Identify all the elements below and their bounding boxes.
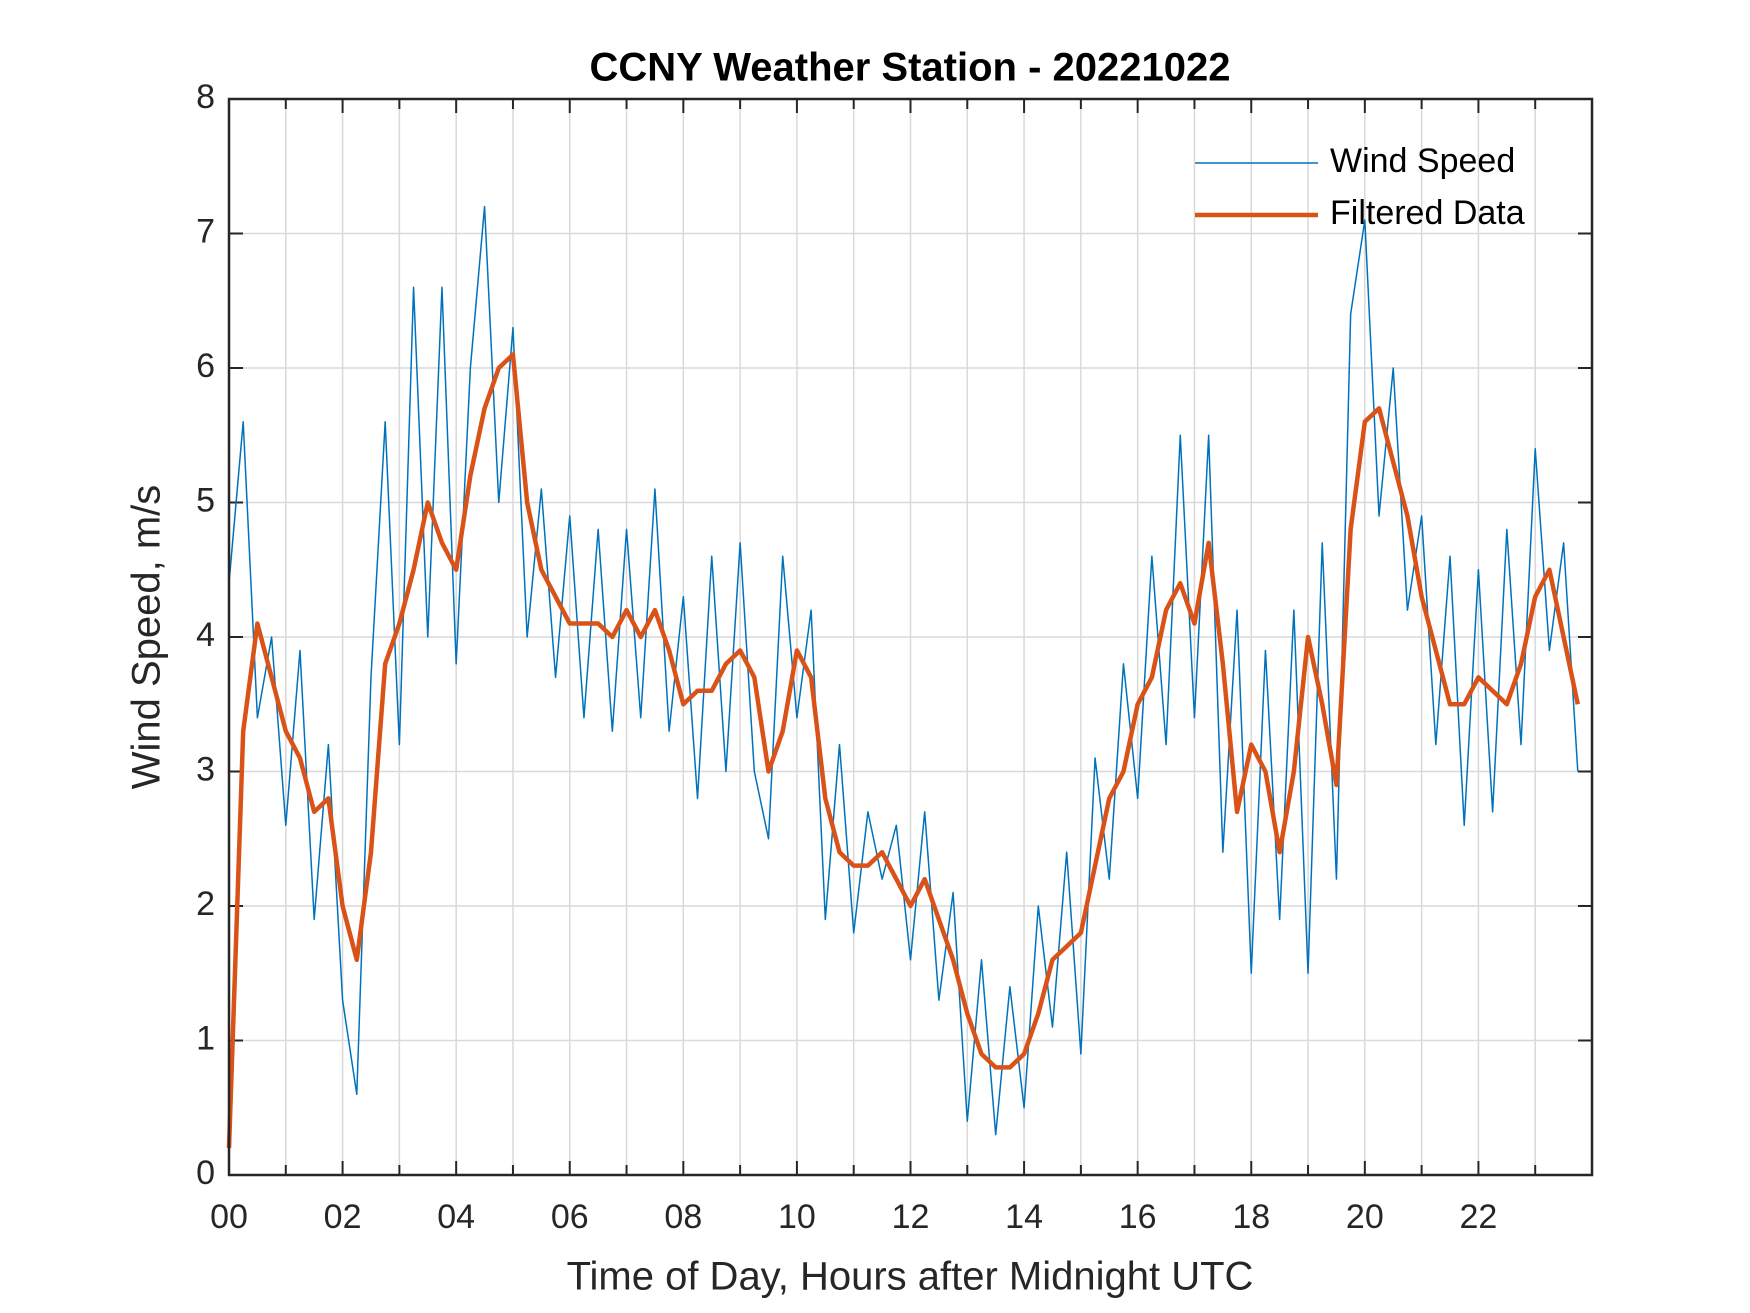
y-tick-label: 2 — [196, 885, 215, 923]
chart-title: CCNY Weather Station - 20221022 — [590, 46, 1231, 90]
y-tick-label: 1 — [196, 1019, 215, 1057]
y-axis-label: Wind Speed, m/s — [125, 485, 169, 790]
x-tick-label: 16 — [1119, 1198, 1157, 1236]
x-tick-label: 06 — [551, 1198, 589, 1236]
data-line — [228, 205, 1579, 1136]
x-tick-label: 00 — [210, 1198, 248, 1236]
data-line — [226, 352, 1581, 1149]
y-tick-label: 0 — [196, 1154, 215, 1192]
y-tick-label: 6 — [196, 347, 215, 385]
y-tick-label: 8 — [196, 78, 215, 116]
x-tick-label: 10 — [778, 1198, 816, 1236]
x-tick-label: 08 — [664, 1198, 702, 1236]
x-axis-label: Time of Day, Hours after Midnight UTC — [567, 1255, 1254, 1299]
x-tick-label: 18 — [1232, 1198, 1270, 1236]
x-tick-label: 04 — [437, 1198, 475, 1236]
y-tick-label: 5 — [196, 481, 215, 519]
legend-label: Wind Speed — [1330, 142, 1515, 180]
x-tick-label: 20 — [1346, 1198, 1384, 1236]
x-tick-label: 14 — [1005, 1198, 1043, 1236]
axes-box — [227, 97, 1594, 1177]
y-tick-label: 4 — [196, 616, 215, 654]
legend-label: Filtered Data — [1330, 194, 1525, 232]
x-tick-label: 02 — [324, 1198, 362, 1236]
x-tick-label: 12 — [892, 1198, 930, 1236]
y-tick-label: 7 — [196, 212, 215, 250]
x-tick-label: 22 — [1460, 1198, 1498, 1236]
y-tick-label: 3 — [196, 750, 215, 788]
